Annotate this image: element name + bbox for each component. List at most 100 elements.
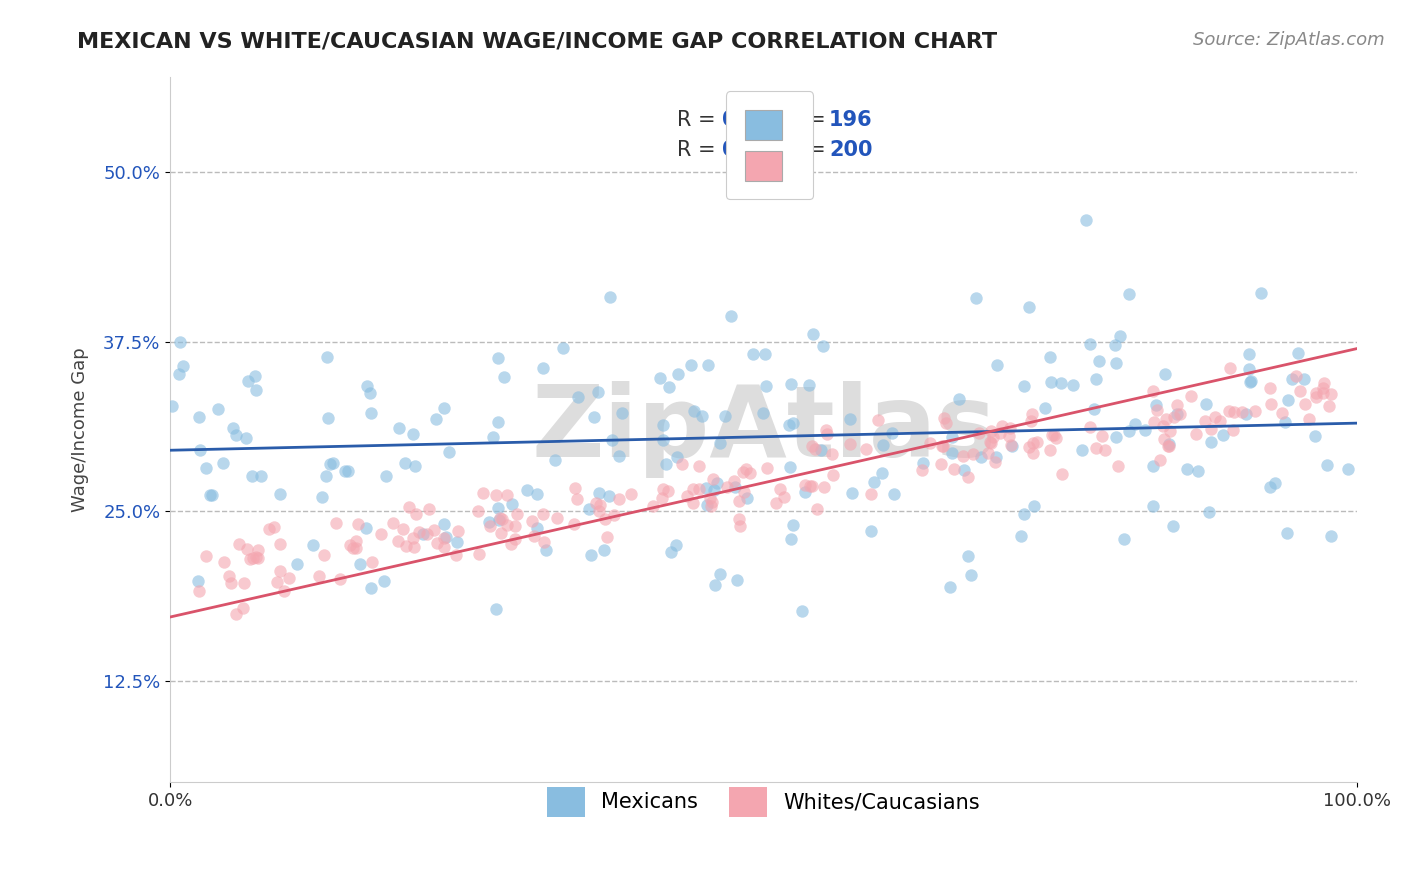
Point [360, 581, 382, 595]
Point [709, 435, 731, 450]
Point [402, 540, 425, 554]
Point [1107, 458, 1129, 473]
Point [1163, 409, 1185, 424]
Point [1175, 461, 1198, 475]
Point [815, 427, 838, 442]
Point [398, 500, 420, 515]
Point [1204, 409, 1226, 424]
Point [446, 535, 468, 549]
Point [1094, 442, 1116, 457]
Point [360, 406, 382, 420]
Point [439, 445, 461, 459]
Point [793, 478, 815, 492]
Point [1012, 379, 1035, 393]
Point [235, 431, 257, 445]
Point [704, 578, 727, 592]
Point [1040, 427, 1063, 442]
Point [941, 430, 963, 444]
Point [665, 538, 688, 552]
Point [1313, 376, 1336, 390]
Point [666, 450, 689, 464]
Point [285, 558, 308, 572]
Point [755, 461, 778, 475]
Point [269, 487, 291, 501]
Point [1166, 398, 1188, 412]
Point [1240, 374, 1263, 388]
Text: R =: R = [676, 110, 723, 129]
Point [1237, 361, 1260, 376]
Point [489, 511, 512, 525]
Point [794, 484, 817, 499]
Point [491, 512, 513, 526]
Point [402, 531, 425, 545]
Point [1087, 354, 1109, 368]
Point [273, 583, 295, 598]
Point [1289, 384, 1312, 398]
Point [1270, 406, 1292, 420]
Point [779, 460, 801, 475]
Point [1154, 412, 1177, 426]
Point [1187, 464, 1209, 478]
Point [1045, 431, 1067, 445]
Point [582, 410, 605, 425]
Point [709, 567, 731, 582]
Point [1018, 300, 1040, 314]
Point [468, 547, 491, 561]
Point [655, 457, 678, 471]
Point [322, 456, 344, 470]
Point [339, 538, 361, 552]
Point [187, 410, 209, 425]
Point [257, 522, 280, 536]
Point [478, 519, 501, 533]
Point [607, 449, 630, 463]
Point [1142, 500, 1164, 514]
Point [600, 433, 623, 447]
Point [188, 443, 211, 458]
Y-axis label: Wage/Income Gap: Wage/Income Gap [72, 348, 89, 512]
Point [1244, 403, 1267, 417]
Point [735, 462, 758, 476]
Point [395, 539, 418, 553]
Point [651, 417, 673, 432]
Point [695, 482, 717, 496]
Point [883, 487, 905, 501]
Point [1316, 458, 1339, 472]
Point [588, 385, 610, 400]
Point [359, 385, 381, 400]
Point [780, 532, 803, 546]
Text: MEXICAN VS WHITE/CAUCASIAN WAGE/INCOME GAP CORRELATION CHART: MEXICAN VS WHITE/CAUCASIAN WAGE/INCOME G… [77, 31, 997, 51]
Point [1258, 381, 1281, 395]
Point [1024, 499, 1046, 513]
Point [1337, 461, 1360, 475]
Point [242, 550, 264, 565]
Point [1277, 393, 1299, 408]
Point [810, 443, 832, 458]
Point [536, 543, 558, 558]
Point [981, 430, 1004, 444]
Point [1157, 436, 1180, 450]
Point [278, 571, 301, 585]
Point [562, 516, 585, 531]
Point [1250, 286, 1272, 301]
Point [952, 449, 974, 463]
Point [387, 533, 409, 548]
Point [172, 359, 194, 373]
Point [433, 531, 456, 545]
Point [1223, 405, 1246, 419]
Point [1078, 337, 1101, 351]
Point [733, 485, 755, 500]
Point [806, 501, 828, 516]
Point [501, 497, 523, 511]
Point [472, 486, 495, 500]
Point [1049, 376, 1071, 390]
Point [1144, 398, 1167, 412]
Point [374, 469, 396, 483]
Point [405, 508, 427, 522]
Point [1071, 442, 1094, 457]
Point [1195, 397, 1218, 411]
Point [1275, 526, 1298, 541]
Point [841, 485, 863, 500]
Point [485, 488, 508, 502]
Point [415, 527, 437, 541]
Point [1281, 372, 1303, 386]
